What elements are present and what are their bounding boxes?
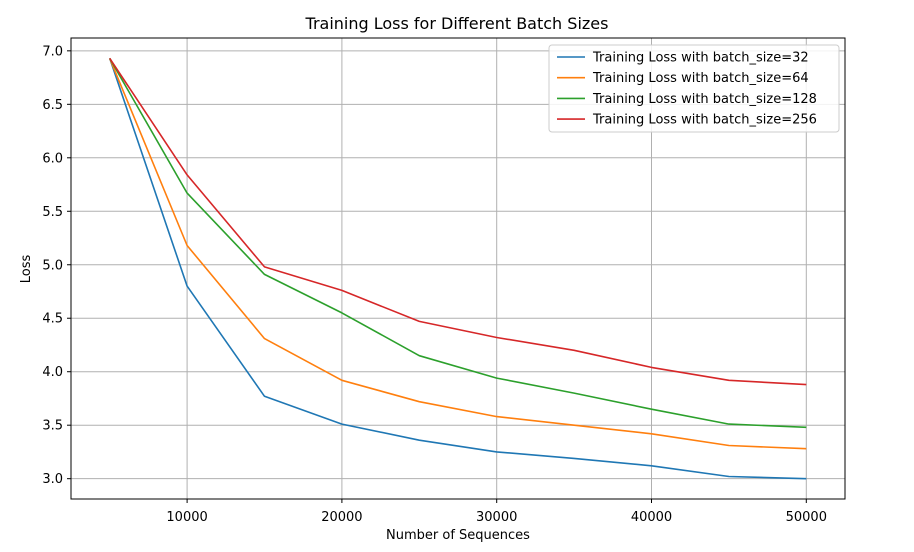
y-tick-label: 5.5 (42, 205, 63, 220)
legend-label-3: Training Loss with batch_size=128 (592, 92, 817, 107)
y-tick-label: 3.5 (42, 419, 63, 434)
y-tick-label: 5.0 (42, 258, 63, 273)
x-tick-label: 20000 (321, 510, 362, 525)
x-tick-label: 30000 (476, 510, 517, 525)
legend-label-1: Training Loss with batch_size=32 (592, 51, 809, 66)
y-tick-label: 4.5 (42, 312, 63, 327)
series-line-4 (109, 57, 807, 386)
x-tick-label: 50000 (786, 510, 827, 525)
y-tick-label: 7.0 (42, 44, 63, 59)
x-tick-label: 40000 (631, 510, 672, 525)
y-tick-label: 4.0 (42, 365, 63, 380)
plot-area-frame (70, 37, 846, 500)
legend-box (548, 44, 840, 133)
axis-ticks: 10000 20000 30000 40000 50000 3.0 3.5 4.0 4.5 5.0… (42, 44, 827, 525)
series-line-2 (108, 57, 807, 450)
legend-label-4: Training Loss with batch_size=256 (592, 113, 817, 128)
x-tick-label: 10000 (166, 510, 207, 525)
y-tick-label: 3.0 (42, 472, 63, 487)
y-tick-label: 6.0 (42, 151, 63, 166)
x-axis-label: Number of Sequences (386, 528, 530, 543)
legend-label-2: Training Loss with batch_size=64 (592, 71, 809, 86)
chart-title: Training Loss for Different Batch Sizes (305, 14, 609, 33)
series-line-3 (109, 57, 807, 429)
legend: Training Loss with batch_size=32 Training… (548, 44, 840, 133)
y-tick-label: 6.5 (42, 98, 63, 113)
y-axis-label: Loss (19, 255, 34, 284)
series-line-1 (108, 58, 807, 480)
series-lines (108, 57, 807, 480)
